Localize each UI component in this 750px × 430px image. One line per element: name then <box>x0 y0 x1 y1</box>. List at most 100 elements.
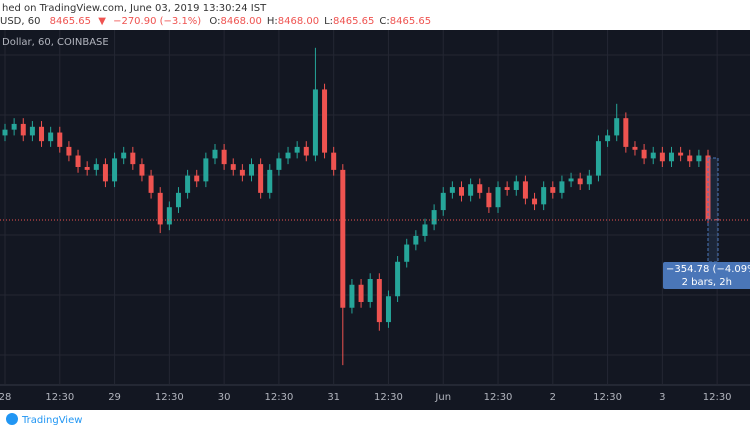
ohlc-key: L: <box>324 16 333 27</box>
logo[interactable]: TradingView <box>21 415 82 426</box>
candles <box>0 47 750 366</box>
body <box>641 149 647 159</box>
body <box>84 167 90 170</box>
body <box>331 152 337 170</box>
body <box>185 175 191 193</box>
header-line1: hed on TradingView.com, June 03, 2019 13… <box>2 3 267 14</box>
chart-title: Dollar, 60, COINBASE <box>2 37 109 48</box>
body <box>568 178 574 182</box>
body <box>57 132 63 147</box>
body <box>20 123 26 136</box>
body <box>93 164 99 170</box>
body <box>477 184 483 193</box>
body <box>659 152 665 162</box>
body <box>504 187 510 190</box>
body <box>513 181 519 190</box>
body <box>267 169 273 193</box>
body <box>595 141 601 176</box>
body <box>449 187 455 193</box>
body <box>678 152 684 156</box>
body <box>212 149 218 159</box>
body <box>312 89 318 156</box>
x-tick-label: 28 <box>0 392 11 403</box>
body <box>422 224 428 236</box>
body <box>102 164 108 182</box>
body <box>586 175 592 185</box>
body <box>440 192 446 211</box>
x-tick-label: 12:30 <box>374 392 403 403</box>
ohlc-value: 8465.65 <box>333 16 374 27</box>
x-tick-label: 12:30 <box>703 392 732 403</box>
measure-bars: 2 bars, 2h <box>682 277 732 288</box>
x-tick-label: 29 <box>108 392 121 403</box>
symbol: USD, 60 <box>0 16 40 27</box>
header-bg <box>0 0 750 30</box>
body <box>650 152 656 159</box>
grid <box>0 30 750 385</box>
price: 8465.65 <box>50 16 91 27</box>
body <box>239 169 245 176</box>
body <box>29 126 35 136</box>
body <box>559 181 565 193</box>
body <box>39 126 45 142</box>
body <box>2 129 8 136</box>
body <box>376 279 382 323</box>
body <box>285 152 291 159</box>
body <box>322 89 328 153</box>
body <box>705 155 711 220</box>
body <box>577 178 583 185</box>
body <box>121 152 127 159</box>
body <box>358 284 364 302</box>
body <box>486 192 492 208</box>
body <box>468 184 474 196</box>
body <box>632 146 638 150</box>
body <box>385 296 391 323</box>
body <box>203 158 209 182</box>
body <box>541 187 547 205</box>
body <box>130 152 136 165</box>
ohlc: O:8468.00 H:8468.00 L:8465.65 C:8465.65 <box>209 16 431 27</box>
footer-bg <box>0 410 750 430</box>
ohlc-key: H: <box>267 16 278 27</box>
measure-box <box>707 157 719 263</box>
header-line2: USD, 60 8465.65 ▼ −270.90 (−3.1%) O:8468… <box>0 16 431 27</box>
body <box>614 118 620 136</box>
body <box>294 146 300 153</box>
body <box>258 164 264 193</box>
body <box>166 207 172 225</box>
body <box>230 164 236 170</box>
body <box>668 152 674 162</box>
body <box>623 118 629 147</box>
x-tick-label: 12:30 <box>155 392 184 403</box>
ohlc-value: 8465.65 <box>390 16 431 27</box>
body <box>221 149 227 165</box>
x-tick-label: 12:30 <box>264 392 293 403</box>
ohlc-key: O: <box>209 16 220 27</box>
measure-tooltip <box>663 262 750 289</box>
body <box>404 244 410 262</box>
body <box>11 123 17 130</box>
x-tick-label: 30 <box>218 392 231 403</box>
body <box>157 192 163 225</box>
body <box>349 284 355 308</box>
body <box>687 155 693 162</box>
body <box>148 175 154 193</box>
x-tick-label: 3 <box>659 392 665 403</box>
body <box>459 187 464 196</box>
body <box>413 235 419 245</box>
body <box>395 261 401 297</box>
ohlc-value: 8468.00 <box>220 16 261 27</box>
body <box>66 146 72 156</box>
body <box>75 155 81 168</box>
body <box>550 187 556 193</box>
body <box>367 279 373 302</box>
body <box>139 164 145 176</box>
arrow: ▼ <box>98 16 106 27</box>
ohlc-value: 8468.00 <box>278 16 319 27</box>
body <box>696 155 702 162</box>
ohlc-key: C: <box>379 16 389 27</box>
body <box>249 164 255 176</box>
change: −270.90 (−3.1%) <box>113 16 201 27</box>
body <box>48 132 54 142</box>
